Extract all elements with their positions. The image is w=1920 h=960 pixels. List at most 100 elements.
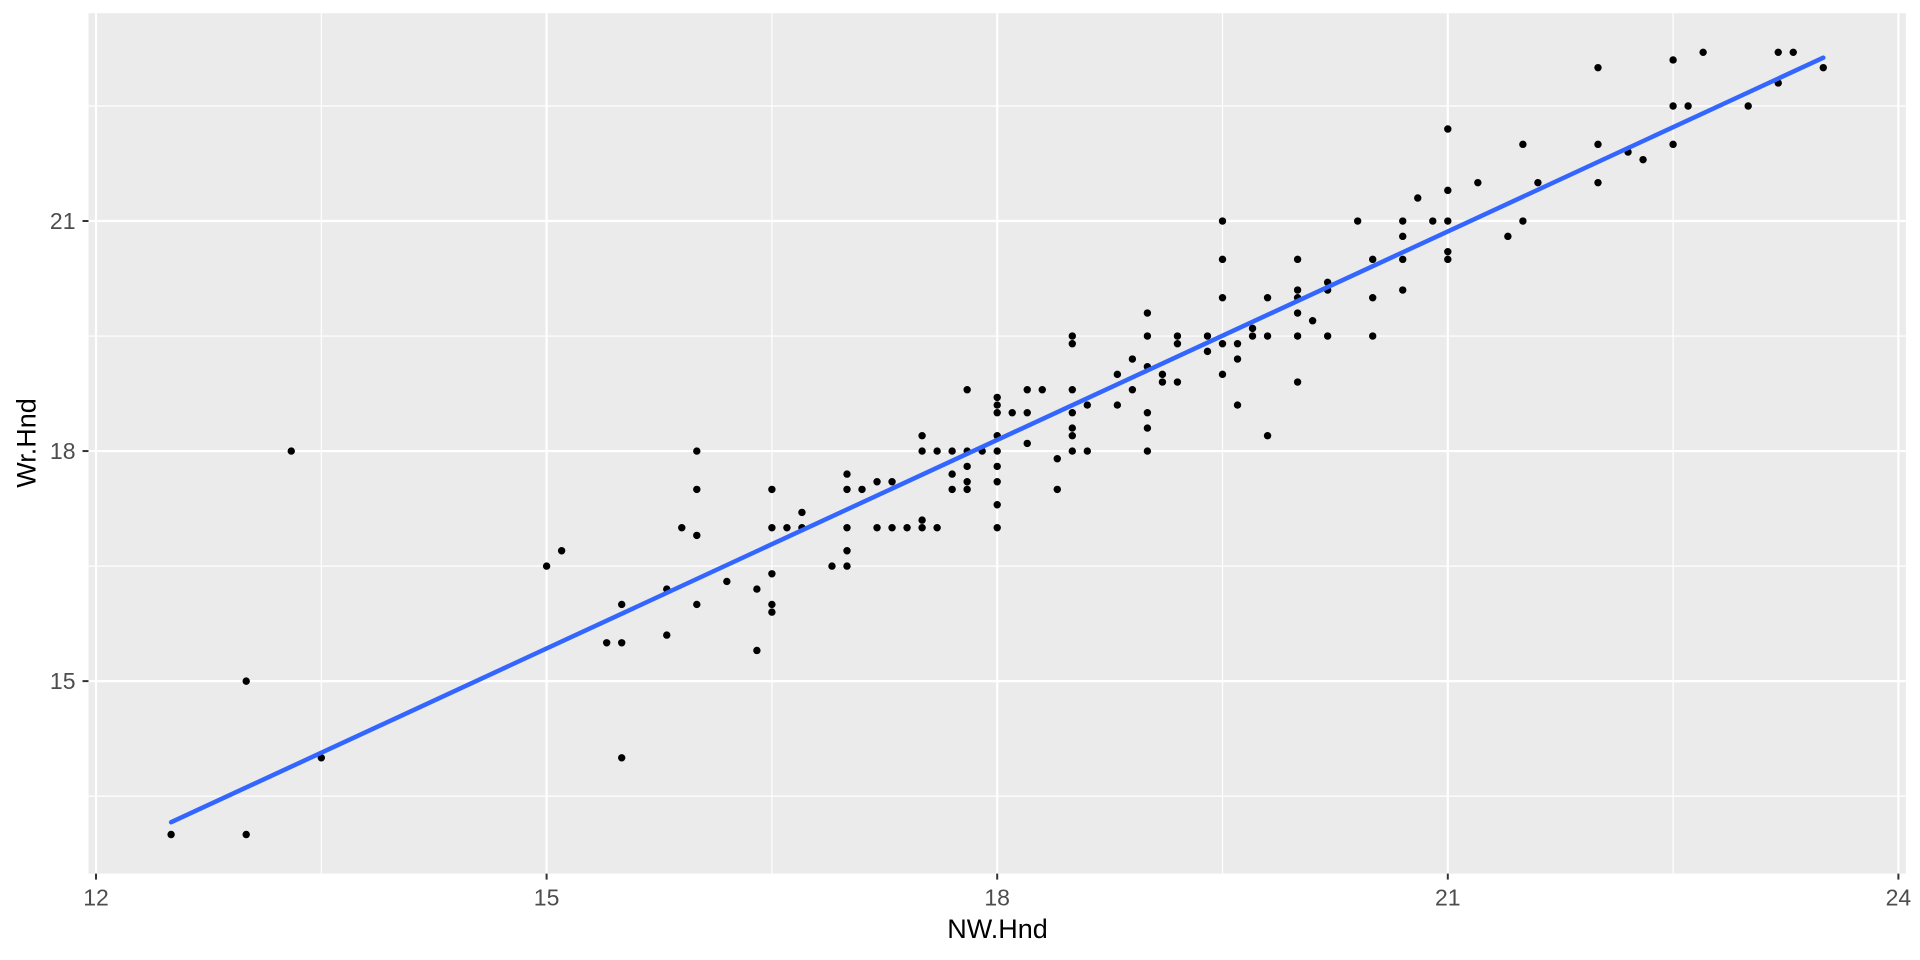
data-point <box>1293 255 1302 264</box>
data-point <box>1158 378 1167 386</box>
data-point <box>1504 232 1512 241</box>
data-point <box>1233 340 1242 348</box>
data-point <box>993 409 1001 417</box>
data-point <box>948 447 956 455</box>
data-point <box>1444 217 1452 225</box>
data-point <box>1444 247 1452 256</box>
data-point <box>287 447 295 455</box>
data-point <box>933 524 941 532</box>
data-point <box>1368 255 1377 264</box>
data-point <box>753 585 761 593</box>
data-point <box>768 485 776 494</box>
data-point <box>1444 125 1452 133</box>
data-point <box>1068 409 1076 417</box>
data-point <box>1248 324 1257 333</box>
data-point <box>948 470 956 478</box>
y-axis-title: Wr.Hnd <box>11 398 42 488</box>
data-point <box>1639 155 1647 164</box>
data-point <box>618 754 626 762</box>
data-point <box>1173 332 1182 340</box>
data-point <box>693 600 701 609</box>
data-point <box>1008 409 1016 417</box>
data-point <box>993 501 1001 509</box>
data-point <box>1399 232 1407 241</box>
data-point <box>1744 102 1752 110</box>
data-point <box>1263 293 1272 302</box>
data-point <box>1038 386 1046 394</box>
data-point <box>242 677 250 685</box>
data-point <box>663 631 671 639</box>
data-point <box>768 600 776 609</box>
data-point <box>918 447 926 455</box>
trend-line <box>168 55 1826 825</box>
data-point <box>1474 178 1482 187</box>
data-point <box>1053 485 1061 494</box>
data-point <box>1789 48 1797 57</box>
axis-ticks <box>82 220 1900 880</box>
data-point <box>1143 409 1152 417</box>
data-point <box>1308 317 1317 325</box>
y-tick-label: 18 <box>50 438 76 464</box>
data-point <box>1053 455 1061 463</box>
data-point <box>753 646 761 655</box>
data-point <box>918 516 926 524</box>
data-point <box>1173 340 1182 348</box>
data-point <box>1113 401 1122 409</box>
x-tick-labels: 12 15 18 21 24 <box>83 885 1911 911</box>
data-point <box>1158 370 1167 379</box>
data-point <box>918 524 926 532</box>
data-point <box>1068 340 1076 348</box>
data-point <box>888 478 896 486</box>
data-point <box>993 524 1001 532</box>
data-point <box>1699 48 1707 57</box>
data-point <box>1263 432 1272 440</box>
data-point <box>167 830 175 839</box>
data-point <box>828 562 836 570</box>
y-tick-label: 15 <box>50 668 76 694</box>
data-point <box>1023 386 1031 394</box>
data-point <box>1594 140 1602 149</box>
data-point <box>618 639 626 647</box>
x-tick-label: 21 <box>1435 885 1461 911</box>
data-point <box>1534 178 1542 187</box>
data-point <box>843 562 851 570</box>
data-point <box>1068 386 1076 394</box>
data-point <box>1353 217 1362 225</box>
data-point <box>873 478 881 486</box>
data-point <box>1143 309 1152 317</box>
data-point <box>1068 424 1076 432</box>
data-point <box>948 485 956 494</box>
data-point <box>918 432 926 440</box>
data-point <box>1218 217 1227 225</box>
data-point <box>1669 56 1677 64</box>
data-point <box>843 524 851 532</box>
data-point <box>1143 424 1152 432</box>
data-point <box>843 485 851 494</box>
data-point <box>1068 332 1076 340</box>
data-point <box>843 547 851 555</box>
data-point <box>1519 217 1527 225</box>
data-point <box>963 485 971 494</box>
data-point <box>1594 178 1602 187</box>
data-point <box>618 600 626 609</box>
data-point <box>1113 370 1122 379</box>
data-point <box>1429 217 1437 225</box>
data-point <box>1203 347 1212 356</box>
x-tick-label: 15 <box>534 885 560 911</box>
data-point <box>693 485 701 494</box>
data-point <box>1263 332 1272 340</box>
data-point <box>693 531 701 540</box>
data-point <box>783 524 791 532</box>
data-point <box>1399 255 1407 264</box>
data-point <box>1368 332 1377 340</box>
data-point <box>1068 447 1076 455</box>
data-point <box>993 447 1001 455</box>
data-point <box>1023 409 1031 417</box>
data-point <box>1173 378 1182 386</box>
x-tick-label: 12 <box>83 885 109 911</box>
x-axis-title: NW.Hnd <box>947 914 1048 944</box>
data-point <box>1068 432 1076 440</box>
x-tick-label: 18 <box>984 885 1010 911</box>
